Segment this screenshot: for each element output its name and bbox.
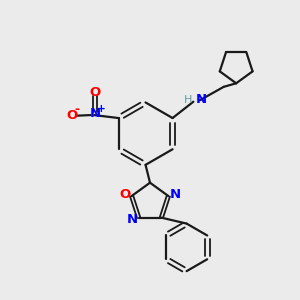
Text: +: + — [97, 103, 106, 113]
Text: N: N — [89, 107, 100, 120]
Text: N: N — [127, 213, 138, 226]
Text: -: - — [74, 103, 80, 116]
Text: O: O — [66, 109, 77, 122]
Text: N: N — [196, 93, 207, 106]
Text: N: N — [169, 188, 181, 201]
Text: O: O — [119, 188, 131, 201]
Text: O: O — [89, 86, 101, 99]
Text: H: H — [184, 94, 192, 105]
